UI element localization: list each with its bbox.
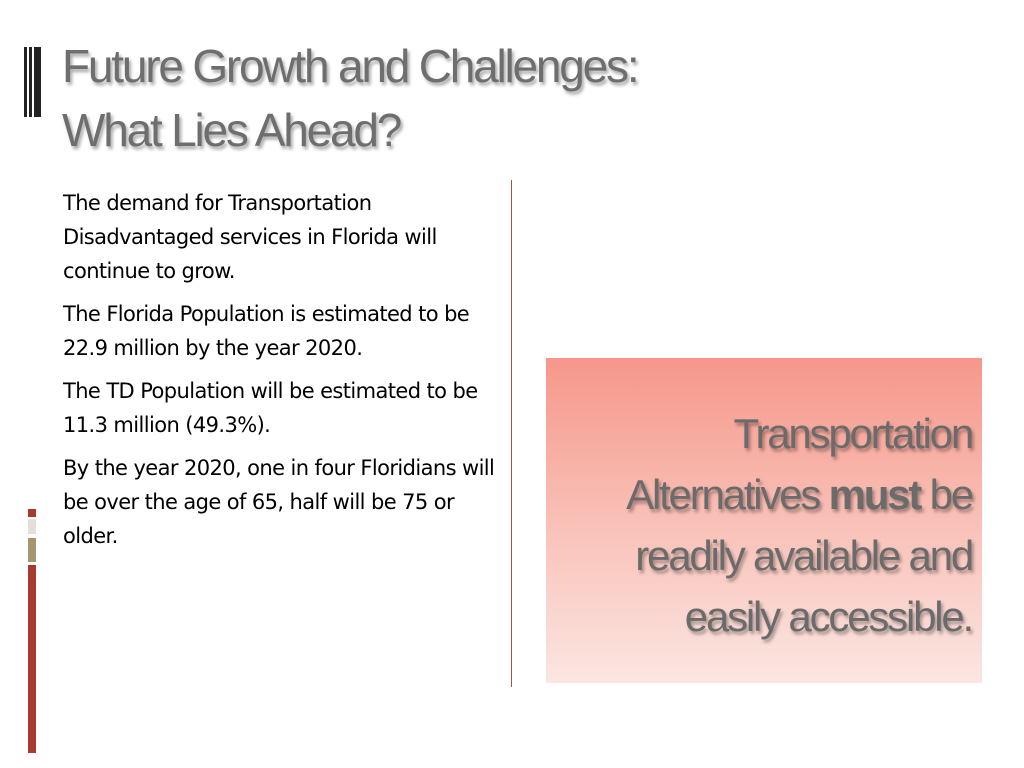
body-paragraph: The demand for Transportation Disadvanta… — [63, 191, 437, 283]
body-text: The demand for Transportation Disadvanta… — [63, 186, 499, 562]
callout-emphasis: must — [828, 471, 923, 518]
slide-title: Future Growth and Challenges: What Lies … — [62, 34, 640, 162]
slide-title-line-1: Future Growth and Challenges: — [62, 40, 640, 92]
callout-box: Transportation Alternatives must be read… — [546, 358, 982, 683]
body-paragraph: By the year 2020, one in four Floridians… — [63, 456, 495, 548]
callout-text: Transportation Alternatives must be read… — [552, 403, 974, 647]
title-decoration — [24, 47, 42, 117]
column-divider — [511, 180, 512, 687]
slide-title-line-2: What Lies Ahead? — [62, 104, 402, 156]
callout-text-after: be readily available and easily accessib… — [635, 471, 974, 640]
body-paragraph: The Florida Population is estimated to b… — [63, 302, 470, 360]
body-paragraph: The TD Population will be estimated to b… — [63, 379, 478, 437]
callout-text-before: Transportation Alternatives — [626, 410, 974, 518]
